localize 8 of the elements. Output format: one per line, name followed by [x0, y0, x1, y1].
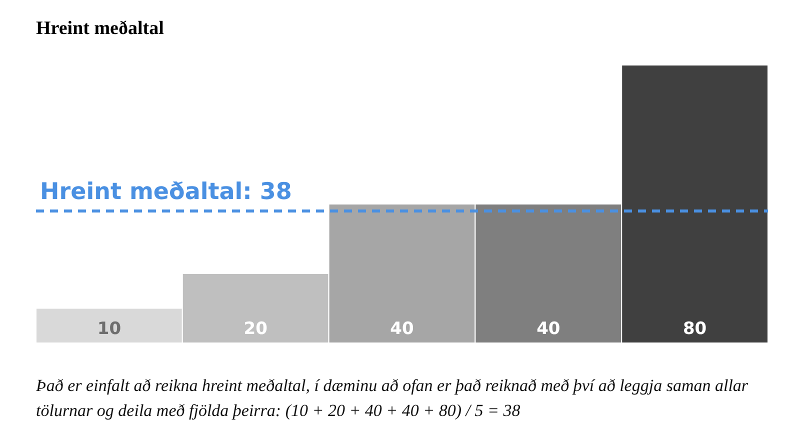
data-label: 80	[682, 319, 707, 339]
ref-line-label: Hreint meðaltal: 38	[40, 178, 292, 205]
text: Það er einfalt að reikna hreint meðaltal, í dæminu að ofan er það reiknað með því að leggja saman allar tölurnar og deila með fjölda þeirra: (10 + 20 + 40 + 40 + 80) / 5 = 38	[36, 375, 750, 422]
data-label: 10	[97, 319, 122, 339]
data-label: 40	[536, 319, 560, 339]
data-label: 20	[244, 319, 268, 339]
chart-title: Hreint meðaltal	[36, 18, 164, 40]
data-label: 40	[390, 319, 414, 339]
